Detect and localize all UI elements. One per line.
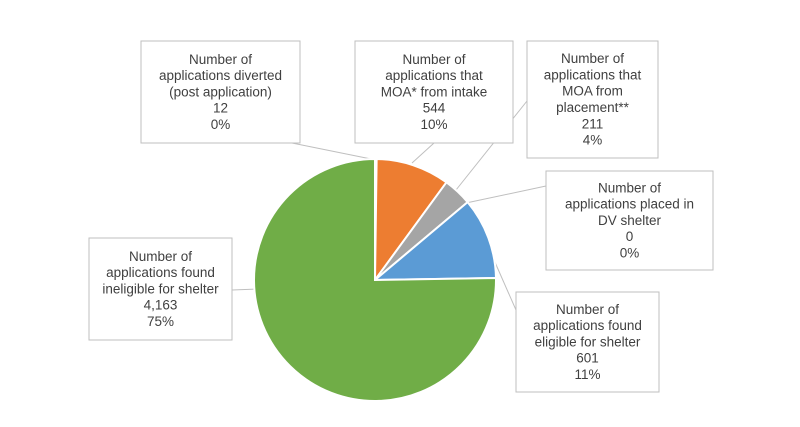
pie-slice-moa-intake [373,157,448,284]
leader-line-eligible [493,259,517,311]
leader-line-dv-shelter [465,185,547,204]
label-text-dv-shelter: Number of applications placed in DV shelte… [565,180,694,260]
leader-lines [231,100,547,311]
label-text-diverted: Number of applications diverted (post appl… [159,52,282,132]
leader-line-diverted [291,142,377,161]
label-text-moa-intake: Number of applications that MOA* from inta… [381,52,488,132]
leader-line-moa-placement [455,100,528,191]
pie-slices [252,157,497,402]
pie-slice-eligible [372,200,497,282]
data-labels: Number of applications diverted (post appl… [88,40,714,393]
leader-line-moa-intake [411,142,435,164]
data-label-moa-placement: Number of applications that MOA from placem… [526,40,659,159]
data-label-dv-shelter: Number of applications placed in DV shelte… [545,170,714,271]
label-text-moa-placement: Number of applications that MOA from placem… [544,51,642,148]
label-text-eligible: Number of applications found eligible for … [533,302,642,382]
data-label-ineligible: Number of applications found ineligible fo… [88,237,233,341]
data-label-moa-intake: Number of applications that MOA* from inta… [354,40,514,144]
pie-slice-ineligible [252,157,497,402]
data-label-eligible: Number of applications found eligible for … [515,291,660,393]
data-label-diverted: Number of applications diverted (post appl… [140,40,301,144]
label-text-ineligible: Number of applications found ineligible fo… [102,249,219,329]
